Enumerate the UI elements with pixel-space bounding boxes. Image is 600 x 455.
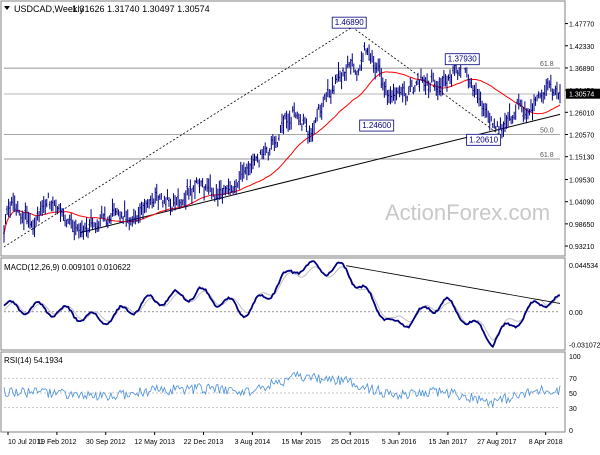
x-tick-label: 25 Oct 2015: [331, 439, 369, 446]
x-tick-label: 15 Jan 2017: [429, 439, 468, 446]
y-tick-label: 1.42330: [569, 44, 594, 51]
price-panel-frame: [0, 0, 566, 257]
y-tick-label: 1.09530: [569, 178, 594, 185]
x-tick-label: 8 Apr 2018: [529, 439, 563, 446]
rsi-line: [3, 370, 561, 408]
x-tick-label: 19 Feb 2012: [37, 439, 76, 446]
fib-label-2: 61.8: [540, 152, 554, 159]
rsi-y-tick-label: 30: [569, 406, 577, 413]
fib-label-0: 61.8: [540, 61, 554, 68]
y-tick-label: 1.47770: [569, 22, 594, 29]
x-tick-label: 5 Jun 2016: [382, 439, 417, 446]
macd-y-tick-label: 0.044534: [569, 263, 598, 270]
annotation-label-1: 1.37930: [448, 55, 477, 64]
x-tick-label: 22 Dec 2013: [184, 439, 224, 446]
x-tick-label: 12 May 2013: [134, 439, 175, 446]
y-tick-label: 0.93210: [569, 244, 594, 251]
x-tick-label: 15 Mar 2015: [282, 439, 321, 446]
rsi-y-tick-label: 0: [569, 428, 573, 435]
y-tick-label: 1.26010: [569, 110, 594, 117]
watermark: ActionForex.com: [385, 200, 550, 225]
y-tick-label: 1.36890: [569, 66, 594, 73]
y-tick-label: 1.20570: [569, 132, 594, 139]
macd-panel-frame: [0, 257, 566, 351]
chart-title-ohlc: 1.31626 1.31740 1.30497 1.30574: [72, 4, 210, 14]
y-tick-label: 0.98650: [569, 222, 594, 229]
current-price-badge: [566, 88, 600, 99]
x-tick-label: 10 Jul 2011: [8, 439, 44, 446]
fib-label-1: 50.0: [540, 127, 554, 134]
annotation-box-0: [331, 16, 367, 29]
rsi-layer: [3, 370, 561, 409]
rsi-y-tick-label: 50: [569, 391, 577, 398]
dropdown-triangle-icon: [4, 6, 10, 10]
y-tick-label: 1.04090: [569, 200, 594, 207]
annotation-label-0: 1.46890: [335, 18, 364, 27]
x-tick-label: 3 Aug 2014: [235, 439, 271, 446]
annotation-label-2: 1.24600: [362, 121, 391, 130]
rsi-panel-frame: [0, 351, 566, 433]
macd-layer: [3, 260, 561, 349]
chart-title-symbol: USDCAD,Weekly: [14, 4, 84, 14]
annotation-box-2: [359, 119, 395, 132]
macd-y-tick-label: 0.00: [569, 310, 583, 317]
rsi-panel-title: RSI(14) 54.1934: [4, 356, 63, 365]
annotation-box-3: [466, 133, 502, 146]
annotation-label-3: 1.20610: [469, 135, 498, 144]
macd-line: [3, 260, 561, 349]
ma-series-line: [3, 71, 561, 234]
price-layer: 61.8 50.0 61.8 1.46890 1.37930 1.24600 1.20610: [3, 16, 561, 248]
macd-y-tick-label: -0.031072: [569, 342, 600, 349]
y-tick-label: 1.15130: [569, 155, 594, 162]
x-tick-label: 30 Sep 2012: [86, 439, 126, 446]
rsi-y-tick-label: 100: [569, 354, 581, 361]
macd-panel-title: MACD(12,26,9) 0.009101 0.010622: [4, 263, 131, 272]
annotation-box-1: [444, 53, 480, 66]
current-price-label: 1.30574: [569, 92, 594, 99]
x-tick-label: 27 Aug 2017: [477, 439, 516, 446]
rsi-y-tick-label: 70: [569, 376, 577, 383]
axes-layer: 1.477701.423301.368901.314501.260101.205…: [7, 22, 600, 446]
macd-trendline: [346, 265, 561, 304]
